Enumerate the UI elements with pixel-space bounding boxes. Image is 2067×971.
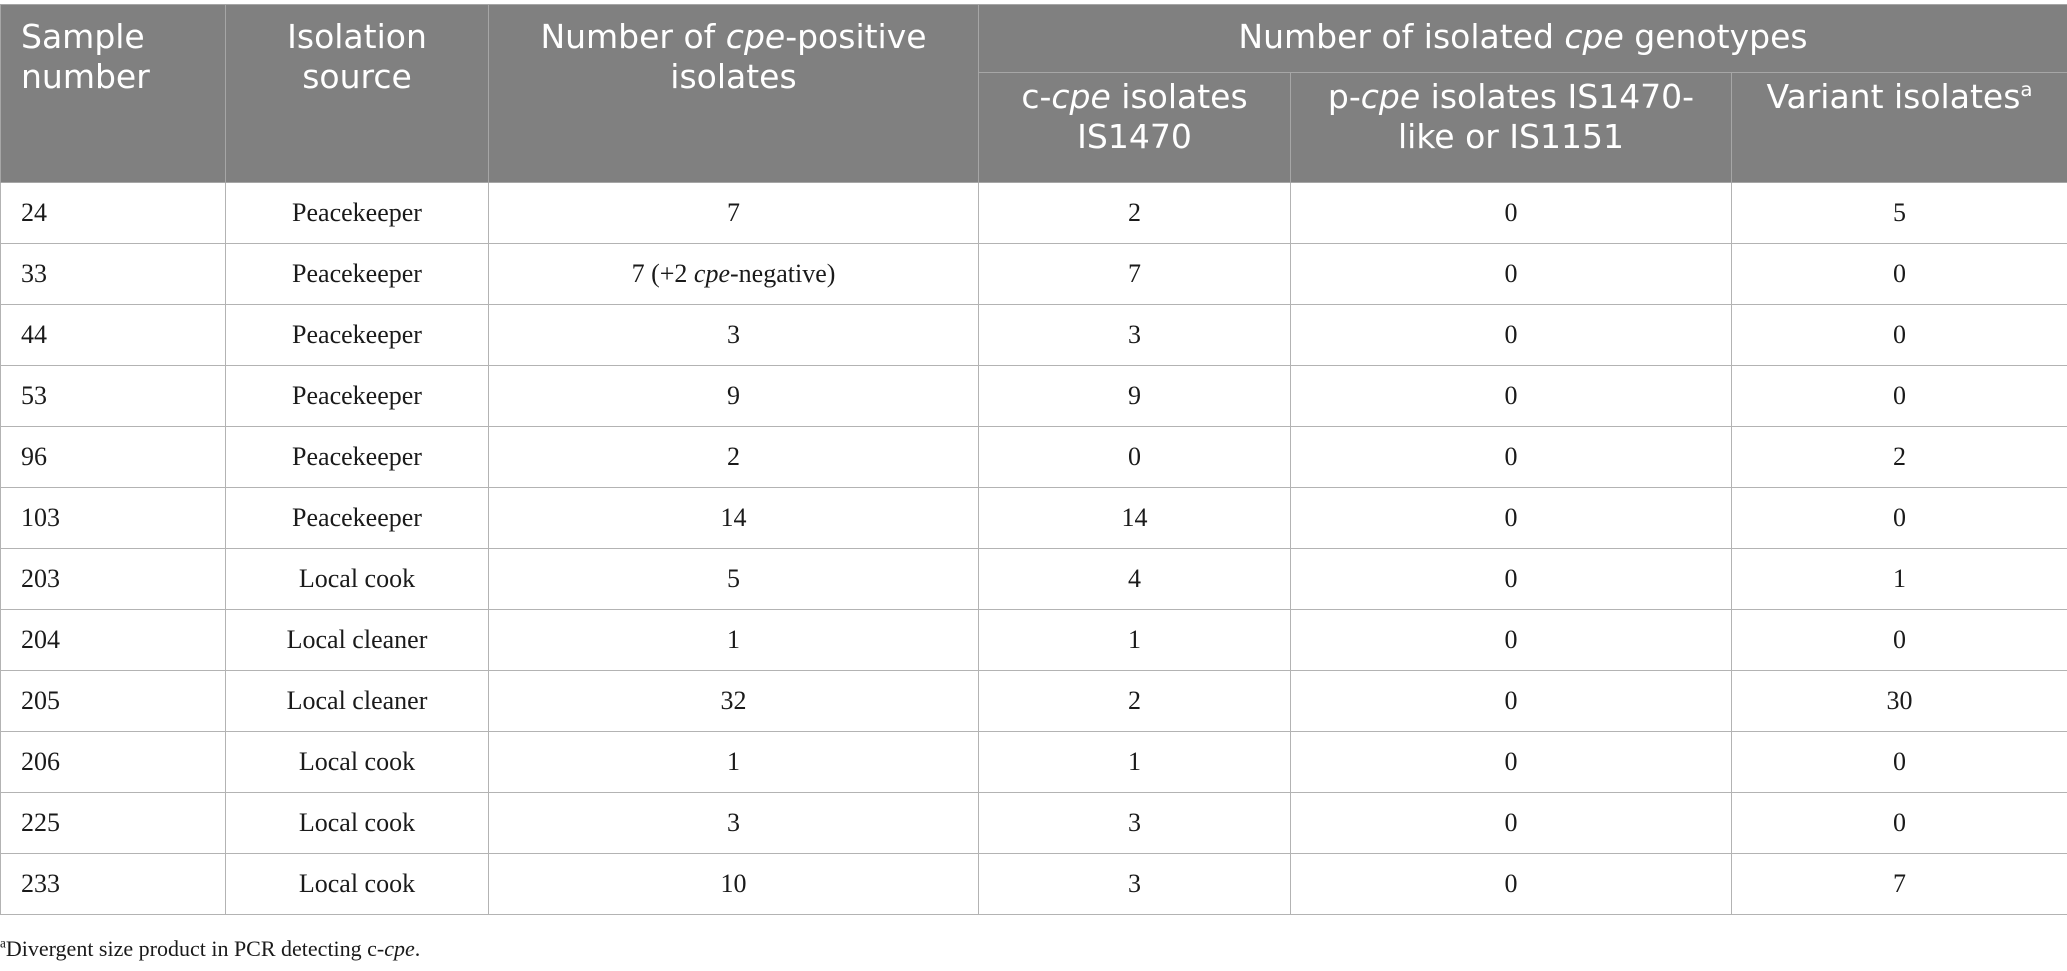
table-row: 206 Local cook 1 1 0 0 xyxy=(0,731,2067,793)
cell-sample-number: 44 xyxy=(0,304,226,366)
cell-c-cpe: 2 xyxy=(978,182,1291,244)
cell-cpe-positive: 1 xyxy=(488,609,979,671)
cell-sample-number: 33 xyxy=(0,243,226,305)
cell-cpe-positive: 9 xyxy=(488,365,979,427)
cell-p-cpe: 0 xyxy=(1290,487,1732,549)
cell-p-cpe: 0 xyxy=(1290,548,1732,610)
cell-variant: 0 xyxy=(1731,304,2067,366)
cell-cpe-positive: 3 xyxy=(488,792,979,854)
genotype-table: Sample number Isolation source Number of… xyxy=(0,4,2067,915)
header-c-cpe-isolates: c-cpe isolates IS1470 xyxy=(978,72,1291,183)
header-genotypes-group: Number of isolated cpe genotypes xyxy=(978,4,2067,73)
cell-c-cpe: 0 xyxy=(978,426,1291,488)
cell-c-cpe: 7 xyxy=(978,243,1291,305)
cell-sample-number: 225 xyxy=(0,792,226,854)
table-header: Sample number Isolation source Number of… xyxy=(0,4,2067,183)
cell-sample-number: 206 xyxy=(0,731,226,793)
table-row: 33 Peacekeeper 7 (+2 cpe-negative) 7 0 0 xyxy=(0,243,2067,305)
cell-variant: 5 xyxy=(1731,182,2067,244)
table-row: 103 Peacekeeper 14 14 0 0 xyxy=(0,487,2067,549)
footnote-marker: a xyxy=(0,935,6,951)
cell-cpe-positive: 32 xyxy=(488,670,979,732)
cell-cpe-positive: 3 xyxy=(488,304,979,366)
table-container: Sample number Isolation source Number of… xyxy=(0,4,2067,915)
cell-variant: 0 xyxy=(1731,243,2067,305)
cell-cpe-positive: 2 xyxy=(488,426,979,488)
cell-cpe-positive: 7 (+2 cpe-negative) xyxy=(488,243,979,305)
cell-isolation-source: Peacekeeper xyxy=(225,243,489,305)
header-p-cpe-isolates: p-cpe isolates IS1470-like or IS1151 xyxy=(1290,72,1732,183)
cell-p-cpe: 0 xyxy=(1290,792,1732,854)
cell-variant: 0 xyxy=(1731,792,2067,854)
cell-p-cpe: 0 xyxy=(1290,365,1732,427)
cell-isolation-source: Peacekeeper xyxy=(225,304,489,366)
table-row: 203 Local cook 5 4 0 1 xyxy=(0,548,2067,610)
cell-c-cpe: 1 xyxy=(978,609,1291,671)
cell-c-cpe: 2 xyxy=(978,670,1291,732)
table-row: 205 Local cleaner 32 2 0 30 xyxy=(0,670,2067,732)
cell-isolation-source: Peacekeeper xyxy=(225,487,489,549)
cell-isolation-source: Local cleaner xyxy=(225,609,489,671)
cell-variant: 0 xyxy=(1731,731,2067,793)
cell-p-cpe: 0 xyxy=(1290,243,1732,305)
cell-variant: 30 xyxy=(1731,670,2067,732)
cell-p-cpe: 0 xyxy=(1290,731,1732,793)
cell-p-cpe: 0 xyxy=(1290,182,1732,244)
cell-variant: 1 xyxy=(1731,548,2067,610)
cell-c-cpe: 14 xyxy=(978,487,1291,549)
cell-sample-number: 203 xyxy=(0,548,226,610)
cell-variant: 0 xyxy=(1731,609,2067,671)
cell-cpe-positive: 1 xyxy=(488,731,979,793)
cell-isolation-source: Local cook xyxy=(225,731,489,793)
cell-cpe-positive: 7 xyxy=(488,182,979,244)
cell-isolation-source: Local cleaner xyxy=(225,670,489,732)
cell-cpe-positive: 10 xyxy=(488,853,979,915)
cell-c-cpe: 1 xyxy=(978,731,1291,793)
cell-isolation-source: Peacekeeper xyxy=(225,182,489,244)
cell-sample-number: 53 xyxy=(0,365,226,427)
table-row: 53 Peacekeeper 9 9 0 0 xyxy=(0,365,2067,427)
cell-p-cpe: 0 xyxy=(1290,426,1732,488)
table-row: 96 Peacekeeper 2 0 0 2 xyxy=(0,426,2067,488)
cell-p-cpe: 0 xyxy=(1290,609,1732,671)
cell-p-cpe: 0 xyxy=(1290,853,1732,915)
cell-p-cpe: 0 xyxy=(1290,670,1732,732)
cell-sample-number: 96 xyxy=(0,426,226,488)
cell-sample-number: 103 xyxy=(0,487,226,549)
table-row: 44 Peacekeeper 3 3 0 0 xyxy=(0,304,2067,366)
cell-isolation-source: Peacekeeper xyxy=(225,365,489,427)
cell-cpe-positive: 5 xyxy=(488,548,979,610)
cell-variant: 0 xyxy=(1731,487,2067,549)
table-row: 204 Local cleaner 1 1 0 0 xyxy=(0,609,2067,671)
cell-variant: 2 xyxy=(1731,426,2067,488)
cell-c-cpe: 3 xyxy=(978,792,1291,854)
cell-sample-number: 205 xyxy=(0,670,226,732)
cell-variant: 7 xyxy=(1731,853,2067,915)
table-footnote: aDivergent size product in PCR detecting… xyxy=(0,935,421,961)
table-row: 24 Peacekeeper 7 2 0 5 xyxy=(0,182,2067,244)
cell-c-cpe: 9 xyxy=(978,365,1291,427)
header-isolation-source: Isolation source xyxy=(225,4,489,183)
table-row: 233 Local cook 10 3 0 7 xyxy=(0,853,2067,915)
cell-isolation-source: Local cook xyxy=(225,792,489,854)
cell-sample-number: 24 xyxy=(0,182,226,244)
cell-c-cpe: 4 xyxy=(978,548,1291,610)
footnote-marker: a xyxy=(2020,78,2033,101)
table-body: 24 Peacekeeper 7 2 0 5 33 Peacekeeper 7 (+2 cpe-… xyxy=(0,182,2067,915)
table-row: 225 Local cook 3 3 0 0 xyxy=(0,792,2067,854)
cell-p-cpe: 0 xyxy=(1290,304,1732,366)
header-sample-number: Sample number xyxy=(0,4,226,183)
cell-c-cpe: 3 xyxy=(978,853,1291,915)
cell-isolation-source: Local cook xyxy=(225,548,489,610)
cell-cpe-positive: 14 xyxy=(488,487,979,549)
cell-sample-number: 233 xyxy=(0,853,226,915)
header-cpe-positive-isolates: Number of cpe-positive isolates xyxy=(488,4,979,183)
cell-isolation-source: Local cook xyxy=(225,853,489,915)
header-variant-isolates: Variant isolatesa xyxy=(1731,72,2067,183)
cell-isolation-source: Peacekeeper xyxy=(225,426,489,488)
cell-c-cpe: 3 xyxy=(978,304,1291,366)
cell-variant: 0 xyxy=(1731,365,2067,427)
cell-sample-number: 204 xyxy=(0,609,226,671)
